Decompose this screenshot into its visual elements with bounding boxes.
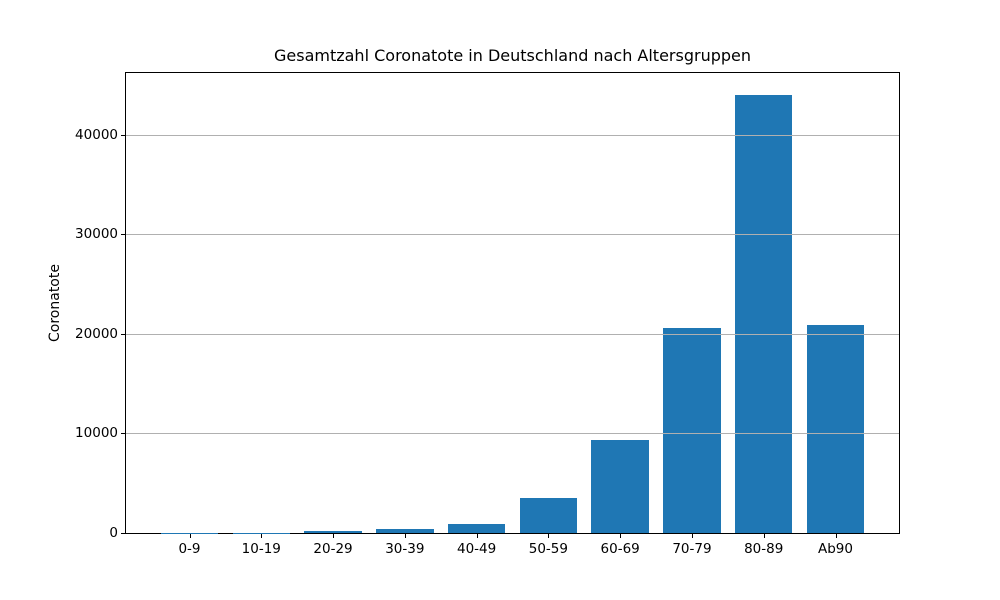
xtick-mark-50-59 [548, 534, 550, 538]
bar-20-29 [304, 531, 362, 533]
ytick-label-30000: 30000 [75, 226, 118, 243]
xtick-mark-80-89 [763, 534, 765, 538]
xtick-label-40-49: 40-49 [456, 541, 497, 557]
ytick-mark-40000 [121, 134, 125, 136]
plot-area [125, 72, 900, 534]
xtick-label-Ab90: Ab90 [818, 541, 853, 557]
bar-40-49 [447, 524, 506, 533]
xtick-label-30-39: 30-39 [385, 541, 425, 557]
gridline-y-30000 [126, 234, 899, 236]
xtick-label-10-19: 10-19 [241, 541, 281, 557]
ytick-mark-0 [121, 533, 125, 534]
ytick-label-20000: 20000 [75, 325, 118, 342]
xtick-label-0-9: 0-9 [178, 541, 201, 557]
chart-title: Gesamtzahl Coronatote in Deutschland nac… [273, 46, 752, 65]
xtick-mark-20-29 [333, 534, 335, 538]
bar-50-59 [519, 497, 578, 533]
xtick-mark-60-69 [620, 534, 622, 538]
bar-30-39 [376, 528, 434, 533]
ytick-mark-20000 [121, 333, 125, 335]
xtick-label-80-89: 80-89 [744, 541, 784, 557]
xtick-label-60-69: 60-69 [600, 541, 640, 557]
xtick-label-70-79: 70-79 [672, 541, 712, 557]
gridline-y-10000 [126, 433, 899, 435]
gridline-y-20000 [126, 333, 899, 335]
xtick-mark-10-19 [261, 534, 263, 538]
ytick-mark-30000 [121, 234, 125, 236]
xtick-mark-70-79 [691, 534, 693, 538]
xtick-mark-Ab90 [835, 534, 837, 538]
xtick-mark-0-9 [189, 534, 191, 538]
gridline-y-40000 [126, 134, 899, 136]
ytick-mark-10000 [121, 433, 125, 435]
bar-60-69 [591, 439, 649, 533]
bar-80-89 [734, 94, 793, 533]
xtick-label-50-59: 50-59 [528, 541, 568, 557]
ytick-label-40000: 40000 [75, 126, 118, 143]
xtick-label-20-29: 20-29 [313, 541, 353, 557]
ytick-label-10000: 10000 [75, 425, 118, 442]
bar-Ab90 [806, 324, 865, 533]
xtick-mark-30-39 [404, 534, 406, 538]
ytick-label-0: 0 [109, 525, 118, 541]
xtick-mark-40-49 [476, 534, 478, 538]
bar-70-79 [663, 327, 721, 533]
